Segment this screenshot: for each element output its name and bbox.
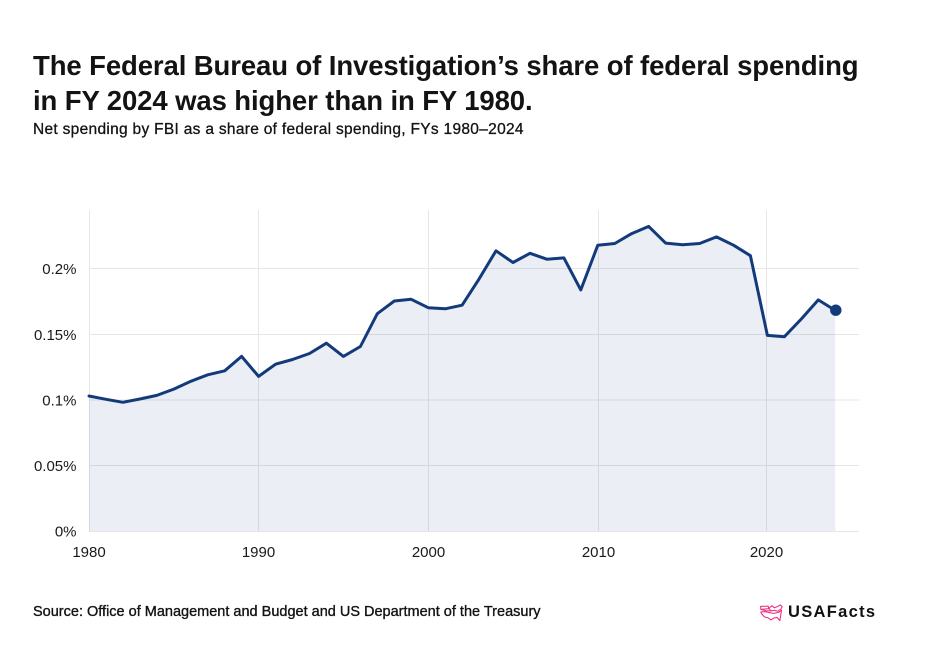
svg-text:0.1%: 0.1% (42, 393, 76, 410)
svg-text:0%: 0% (55, 524, 77, 541)
svg-text:0.05%: 0.05% (34, 458, 77, 475)
svg-text:2010: 2010 (582, 544, 615, 561)
svg-text:0.15%: 0.15% (34, 327, 77, 344)
svg-text:0.2%: 0.2% (42, 261, 76, 278)
svg-text:1990: 1990 (242, 544, 275, 561)
svg-text:1980: 1980 (72, 544, 105, 561)
svg-text:2000: 2000 (412, 544, 445, 561)
svg-text:2020: 2020 (750, 544, 783, 561)
